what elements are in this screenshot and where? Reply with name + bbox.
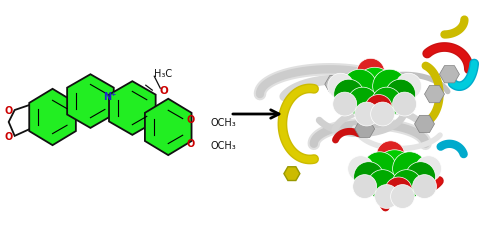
Polygon shape [109,82,156,135]
Text: O: O [4,131,13,141]
Circle shape [374,185,398,209]
Circle shape [412,175,436,199]
Text: O: O [186,138,194,148]
Circle shape [385,177,412,204]
Circle shape [392,93,416,117]
Circle shape [348,156,374,182]
Circle shape [356,59,384,87]
Circle shape [352,175,376,199]
Text: OCH₃: OCH₃ [210,117,236,127]
Circle shape [368,170,398,200]
Text: O: O [186,114,194,124]
Text: O: O [160,86,168,96]
Polygon shape [284,167,300,181]
Circle shape [328,74,353,100]
Text: OCH₃: OCH₃ [210,140,236,150]
Circle shape [406,162,436,192]
Polygon shape [67,75,114,128]
Circle shape [342,70,376,104]
Circle shape [392,152,426,186]
Polygon shape [325,76,344,93]
Circle shape [376,141,404,169]
Circle shape [372,70,406,104]
Polygon shape [414,116,434,133]
Polygon shape [354,121,374,138]
Polygon shape [145,99,192,155]
Circle shape [396,74,421,100]
Circle shape [356,68,394,106]
Polygon shape [440,66,460,84]
Circle shape [390,185,414,209]
Circle shape [354,162,384,192]
Circle shape [392,170,422,200]
Text: O: O [4,106,13,115]
Circle shape [370,103,394,126]
Circle shape [334,80,364,109]
Circle shape [362,152,396,186]
Circle shape [386,80,416,109]
Polygon shape [424,86,444,103]
Text: N⁺: N⁺ [102,92,116,102]
Circle shape [333,93,356,117]
Circle shape [354,103,378,126]
Circle shape [372,88,402,117]
Polygon shape [29,89,76,145]
Circle shape [376,150,414,188]
Polygon shape [335,96,354,113]
Circle shape [416,156,442,182]
Circle shape [365,95,392,122]
Circle shape [348,88,378,117]
Text: H₃C: H₃C [154,69,172,79]
